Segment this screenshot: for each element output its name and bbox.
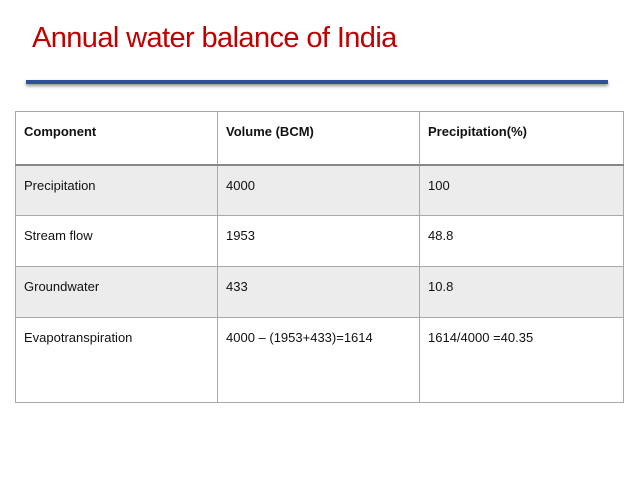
header-cell: Volume (BCM) — [217, 111, 420, 166]
table-cell: 1953 — [217, 215, 420, 267]
table-cell: 4000 — [217, 164, 420, 216]
table-row: Evapotranspiration 4000 – (1953+433)=161… — [15, 317, 624, 403]
table-cell: Stream flow — [15, 215, 218, 267]
table-cell: 1614/4000 =40.35 — [419, 317, 624, 403]
header-cell: Component — [15, 111, 218, 166]
title-underline — [26, 80, 608, 84]
table-cell: 10.8 — [419, 266, 624, 318]
table-cell: 433 — [217, 266, 420, 318]
slide-title: Annual water balance of India — [32, 22, 397, 54]
water-balance-table: Component Volume (BCM) Precipitation(%) … — [15, 111, 624, 403]
table-cell: 4000 – (1953+433)=1614 — [217, 317, 420, 403]
table-cell: Precipitation — [15, 164, 218, 216]
table-row: Groundwater 433 10.8 — [15, 266, 624, 318]
table-cell: Groundwater — [15, 266, 218, 318]
table-header-row: Component Volume (BCM) Precipitation(%) — [15, 111, 624, 166]
table-cell: 100 — [419, 164, 624, 216]
table-cell: 48.8 — [419, 215, 624, 267]
header-cell: Precipitation(%) — [419, 111, 624, 166]
table-cell: Evapotranspiration — [15, 317, 218, 403]
table-row: Precipitation 4000 100 — [15, 164, 624, 216]
table-row: Stream flow 1953 48.8 — [15, 215, 624, 267]
